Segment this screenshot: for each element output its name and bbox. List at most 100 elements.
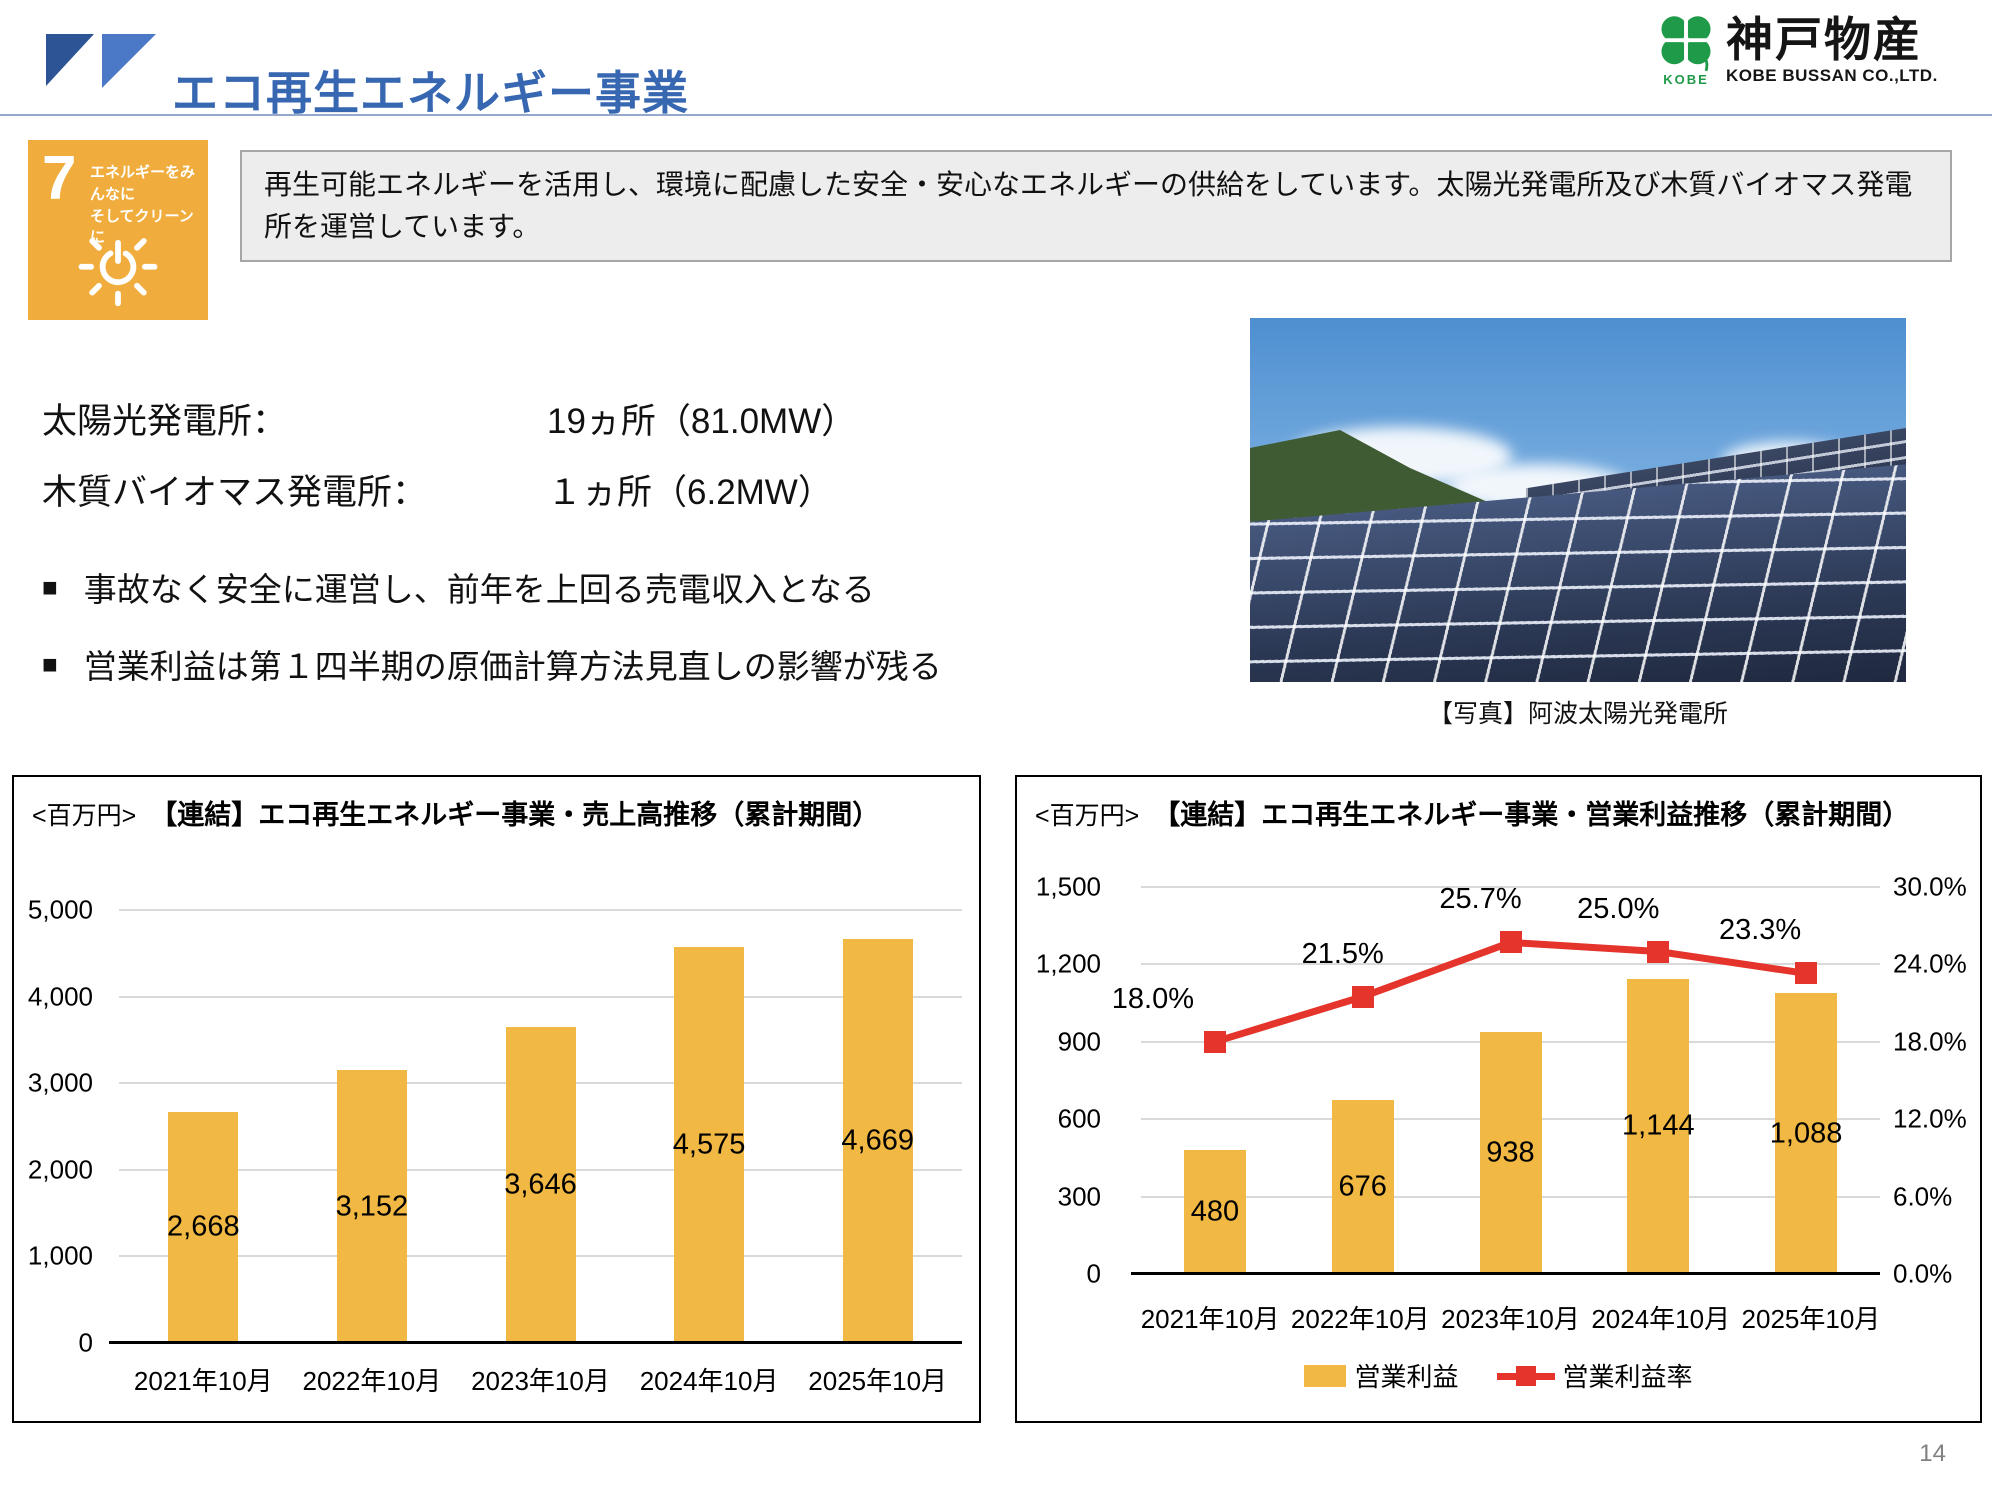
bar-swatch-icon [1304,1364,1347,1387]
fact-label: 木質バイオマス発電所： [42,473,428,512]
x-axis-label: 2025年10月 [808,1366,948,1396]
bar-value-label: 1,144 [1622,1109,1695,1142]
bar-value-label: 4,575 [672,1128,746,1161]
line-value-label: 18.0% [1111,982,1195,1015]
company-name-en: KOBE BUSSAN CO.,LTD. [1726,65,1938,85]
bullet-text: 営業利益は第１四半期の原価計算方法見直しの影響が残る [83,648,942,685]
x-axis-labels: 2021年10月 2022年10月 2023年10月 2024年10月 2025年10月 [119,1361,962,1398]
y-axis-tick-label: 5,000 [27,894,93,925]
bullet-square-icon: ■ [42,648,58,679]
legend-label: 営業利益 [1354,1362,1459,1392]
intro-text-box: 再生可能エネルギーを活用し、環境に配慮した安全・安心なエネルギーの供給をしていま… [240,150,1952,262]
y-axis-right: 0.0% 6.0% 12.0% 18.0% 24.0% 30.0% [1885,872,1984,1289]
clover-icon: KOBE [1656,14,1716,87]
y-axis-tick-label: 12.0% [1893,1103,1967,1134]
line-marker [1795,962,1818,985]
intro-text: 再生可能エネルギーを活用し、環境に配慮した安全・安心なエネルギーの供給をしていま… [264,169,1913,242]
sdg-title: エネルギーをみんなに そしてクリーンに [90,162,208,249]
y-axis-tick-label: 0.0% [1893,1258,1953,1289]
bar-value-label: 4,669 [841,1124,914,1157]
fact-value: １ヵ所（6.2MW） [547,473,833,512]
bar-value-label: 1,088 [1769,1117,1843,1150]
bar [1183,1150,1246,1274]
y-axis-tick-label: 1,000 [27,1240,93,1271]
y-axis-tick-label: 30.0% [1893,871,1967,902]
gridline [1141,963,1880,966]
plot-area: 2,668 3,152 3,646 4,575 4,669 [109,909,962,1344]
bullet-square-icon: ■ [42,571,58,602]
sdg-number: 7 [42,144,77,213]
line-marker [1351,985,1374,1008]
bar-value-label: 3,152 [335,1190,409,1223]
y-axis-tick-label: 0 [1086,1258,1101,1289]
chart-title: 【連結】エコ再生エネルギー事業・営業利益推移（累計期間） [1153,800,1910,830]
sales-chart-panel: <百万円> 【連結】エコ再生エネルギー事業・売上高推移（累計期間） 0 1,000… [12,775,981,1423]
y-axis-tick-label: 6.0% [1893,1181,1953,1212]
line-marker [1203,1030,1226,1053]
fact-value: 19ヵ所（81.0MW） [547,402,857,441]
gridline [119,909,962,911]
logo-text: 神戸物産 KOBE BUSSAN CO.,LTD. [1726,14,1938,87]
y-axis-tick-label: 2,000 [27,1154,93,1185]
line-value-label: 25.7% [1439,883,1522,916]
page-number: 14 [1919,1440,1946,1467]
fact-label: 太陽光発電所： [42,402,288,441]
x-axis-label: 2024年10月 [1591,1304,1731,1334]
bar [1627,978,1690,1274]
y-axis-tick-label: 0 [78,1327,93,1358]
line-value-label: 23.3% [1718,914,1802,947]
y-axis-tick-label: 300 [1057,1181,1101,1212]
y-axis-tick-label: 1,500 [1035,871,1101,902]
fact-solar-plants: 太陽光発電所： 19ヵ所（81.0MW） [42,393,856,444]
logo-mark-text: KOBE [1663,72,1709,87]
chart-unit-label: <百万円> [32,802,137,830]
chart-unit-label: <百万円> [1035,802,1140,830]
y-axis-tick-label: 3,000 [27,1067,93,1098]
bar [336,1070,407,1343]
page-title: エコ再生エネルギー事業 [172,66,689,119]
operating-profit-chart-panel: <百万円> 【連結】エコ再生エネルギー事業・営業利益推移（累計期間） 0 300 6… [1015,775,1982,1423]
x-axis-label: 2023年10月 [1441,1304,1580,1334]
solar-plant-photo [1250,318,1906,682]
kobe-bussan-logo: KOBE 神戸物産 KOBE BUSSAN CO.,LTD. [1656,14,1938,87]
bullet-text: 事故なく安全に運営し、前年を上回る売電収入となる [83,571,875,608]
photo-caption: 【写真】阿波太陽光発電所 [1427,700,1728,728]
x-axis-label: 2023年10月 [471,1366,610,1396]
bar-value-label: 2,668 [167,1210,240,1243]
y-axis-tick-label: 600 [1057,1103,1101,1134]
gridline [119,995,962,998]
line-value-label: 21.5% [1301,937,1384,970]
bar [1775,993,1838,1274]
chart-title: 【連結】エコ再生エネルギー事業・売上高推移（累計期間） [150,800,880,830]
legend-item-operating-profit: 営業利益 [1304,1357,1459,1394]
fact-biomass-plants: 木質バイオマス発電所： １ヵ所（6.2MW） [42,464,833,515]
chart-header: <百万円> 【連結】エコ再生エネルギー事業・売上高推移（累計期間） [32,793,879,832]
chart-header: <百万円> 【連結】エコ再生エネルギー事業・営業利益推移（累計期間） [1035,793,1909,832]
x-axis-label: 2025年10月 [1741,1304,1881,1334]
clover-icon [1659,14,1713,72]
line-marker [1499,931,1522,954]
line-marker [1647,940,1670,963]
y-axis-tick-label: 24.0% [1893,948,1967,979]
x-axis-label: 2022年10月 [302,1366,442,1396]
x-axis-label: 2021年10月 [1140,1304,1280,1334]
triangle-icon [46,34,94,86]
sun-power-icon [78,238,158,307]
chart-legend: 営業利益 営業利益率 [1017,1357,1980,1394]
bar [505,1027,576,1343]
y-axis-tick-label: 4,000 [27,981,93,1012]
title-mark-icon [46,34,176,90]
bar-value-label: 676 [1338,1170,1387,1203]
bar [842,938,913,1343]
line-value-label: 25.0% [1577,892,1660,925]
bar-value-label: 3,646 [504,1168,577,1201]
y-axis-left: 0 300 600 900 1,200 1,500 [1017,872,1127,1289]
x-axis-label: 2022年10月 [1290,1304,1430,1334]
legend-item-operating-margin: 営業利益率 [1496,1357,1693,1394]
plot-area: 480 676 938 1,144 1,088 18.0% 21.5% 25.7% 25.0% 2… [1112,883,1880,1275]
sdg-title-line1: エネルギーをみんなに [90,164,196,203]
legend-label: 営業利益率 [1562,1362,1693,1392]
bar [1331,1099,1394,1274]
bar [674,946,745,1343]
bar-value-label: 938 [1486,1136,1535,1169]
